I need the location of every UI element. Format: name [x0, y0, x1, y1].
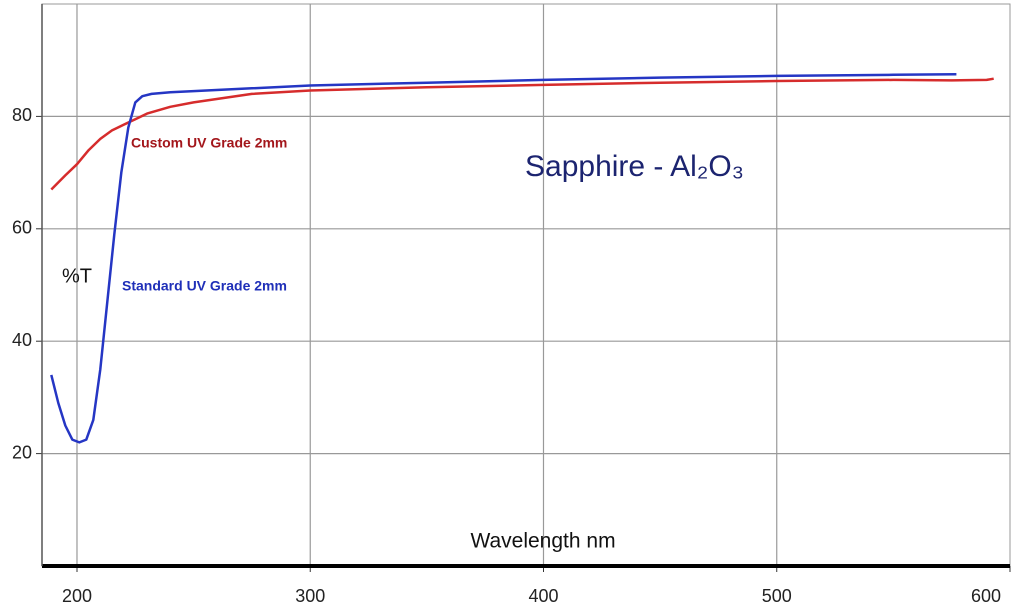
chart-title: Sapphire - Al₂O₃	[525, 150, 744, 183]
series-line	[50, 73, 957, 444]
series-label: Custom UV Grade 2mm	[131, 135, 287, 151]
grid: 20 40 60 80 200 300 400 500 600	[12, 3, 1011, 606]
plot	[50, 73, 994, 444]
y-tick-label: 20	[12, 442, 32, 462]
x-tick-label: 300	[295, 586, 325, 606]
x-tick-label: 400	[528, 586, 558, 606]
x-axis-label: Wavelength nm	[470, 530, 615, 553]
y-tick-label: 80	[12, 105, 32, 125]
x-tick-label: 600	[971, 586, 1001, 606]
series-line	[50, 77, 994, 191]
x-tick-label: 500	[762, 586, 792, 606]
y-axis-label: %T	[62, 265, 92, 287]
y-tick-label: 60	[12, 218, 32, 238]
x-tick-label: 200	[62, 586, 92, 606]
series-label: Standard UV Grade 2mm	[122, 278, 287, 294]
y-tick-label: 40	[12, 330, 32, 350]
